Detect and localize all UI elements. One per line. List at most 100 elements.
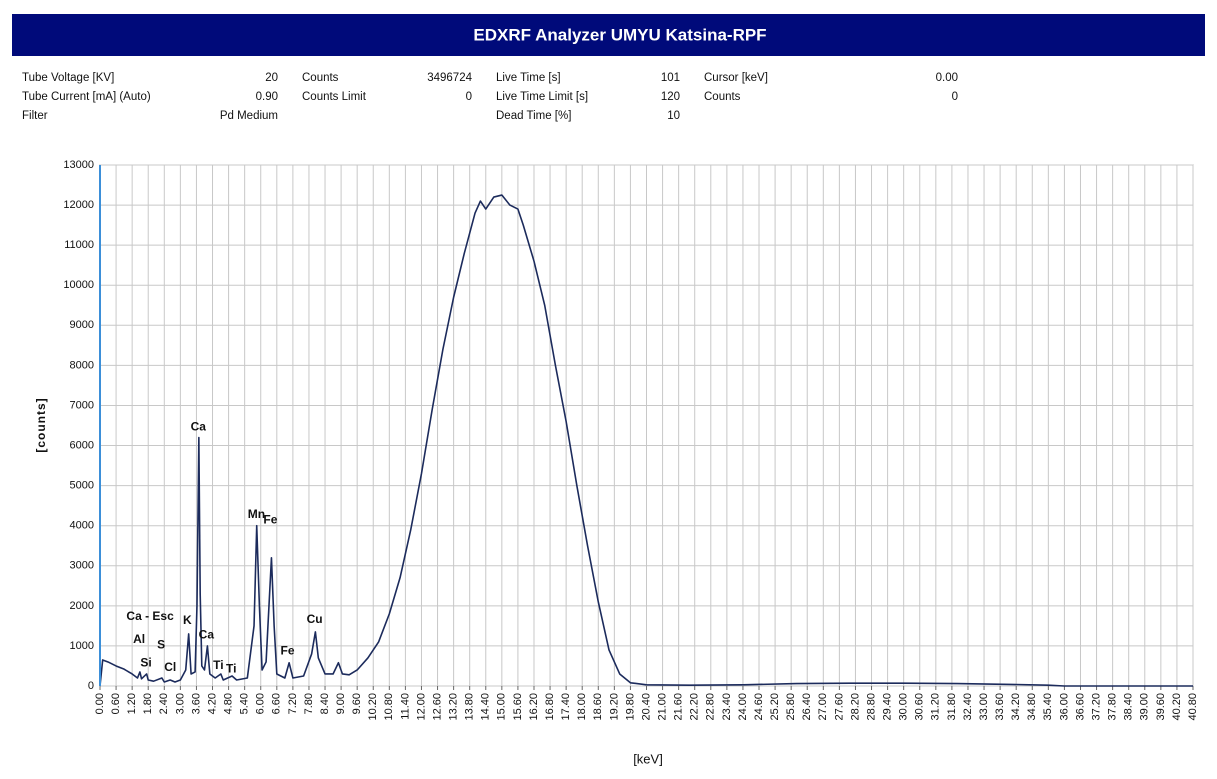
x-tick-label: 25.20 bbox=[769, 693, 781, 721]
info-label: Counts Limit bbox=[302, 91, 367, 103]
info-label: Dead Time [%] bbox=[496, 110, 571, 122]
x-tick-label: 19.80 bbox=[624, 693, 636, 721]
x-tick-label: 24.60 bbox=[753, 693, 765, 721]
peak-label: Fe bbox=[263, 512, 277, 526]
x-tick-label: 31.20 bbox=[930, 693, 942, 721]
x-tick-label: 7.80 bbox=[303, 693, 315, 714]
y-tick-label: 12000 bbox=[63, 199, 94, 211]
window-title: EDXRF Analyzer UMYU Katsina-RPF bbox=[473, 25, 766, 44]
x-tick-label: 34.80 bbox=[1026, 693, 1038, 721]
x-tick-label: 4.20 bbox=[206, 693, 218, 714]
info-label: Tube Voltage [KV] bbox=[22, 72, 114, 84]
info-label: Tube Current [mA] (Auto) bbox=[22, 91, 151, 103]
x-tick-label: 22.20 bbox=[689, 693, 701, 721]
x-tick-label: 40.20 bbox=[1171, 693, 1183, 721]
chart: 0 1000 2000 3000 4000 5000 6000 7000 8000 9000 100… bbox=[63, 159, 1199, 721]
x-tick-label: 12.60 bbox=[431, 693, 443, 721]
x-tick-label: 15.00 bbox=[496, 693, 508, 721]
info-value: 0 bbox=[466, 91, 472, 103]
x-tick-label: 28.80 bbox=[865, 693, 877, 721]
x-tick-label: 1.80 bbox=[142, 693, 154, 714]
y-tick-label: 7000 bbox=[70, 399, 94, 411]
info-label: Live Time [s] bbox=[496, 72, 561, 84]
x-tick-label: 1.20 bbox=[126, 693, 138, 714]
x-tick-label: 0.60 bbox=[110, 693, 122, 714]
x-tick-label: 21.60 bbox=[673, 693, 685, 721]
peak-label: Ca bbox=[199, 627, 215, 641]
peak-label: Mn bbox=[248, 507, 265, 521]
info-label: Filter bbox=[22, 110, 48, 122]
x-tick-label: 16.80 bbox=[544, 693, 556, 721]
info-value: 3496724 bbox=[427, 72, 472, 84]
y-tick-label: 6000 bbox=[70, 439, 94, 451]
x-tick-label: 31.80 bbox=[946, 693, 958, 721]
info-value: 10 bbox=[667, 110, 680, 122]
y-tick-label: 2000 bbox=[70, 600, 94, 612]
info-label: Cursor [keV] bbox=[704, 72, 768, 84]
x-tick-label: 9.60 bbox=[351, 693, 363, 714]
x-tick-label: 7.20 bbox=[287, 693, 299, 714]
x-tick-label: 6.60 bbox=[271, 693, 283, 714]
x-tick-label: 8.40 bbox=[319, 693, 331, 714]
x-tick-label: 33.00 bbox=[978, 693, 990, 721]
info-value: 0.00 bbox=[936, 72, 958, 84]
x-tick-label: 34.20 bbox=[1010, 693, 1022, 721]
peak-label: Cu bbox=[307, 612, 323, 626]
x-tick-label: 28.20 bbox=[849, 693, 861, 721]
x-tick-label: 0.00 bbox=[94, 693, 106, 714]
x-tick-label: 25.80 bbox=[785, 693, 797, 721]
info-value: 20 bbox=[265, 72, 278, 84]
x-tick-label: 38.40 bbox=[1123, 693, 1135, 721]
info-label: Live Time Limit [s] bbox=[496, 91, 588, 103]
x-tick-label: 35.40 bbox=[1042, 693, 1054, 721]
x-tick-label: 5.40 bbox=[239, 693, 251, 714]
x-tick-label: 39.60 bbox=[1155, 693, 1167, 721]
x-tick-label: 17.40 bbox=[560, 693, 572, 721]
x-tick-label: 30.60 bbox=[914, 693, 926, 721]
spectrum-line bbox=[99, 194, 1193, 687]
x-tick-label: 2.40 bbox=[158, 693, 170, 714]
x-tick-label: 40.80 bbox=[1187, 693, 1199, 721]
peak-label: Ca bbox=[191, 419, 207, 433]
x-tick-label: 3.60 bbox=[190, 693, 202, 714]
x-tick-label: 13.20 bbox=[448, 693, 460, 721]
title-bar bbox=[12, 14, 1205, 56]
x-tick-label: 39.00 bbox=[1139, 693, 1151, 721]
y-tick-label: 13000 bbox=[63, 159, 94, 171]
x-tick-label: 4.80 bbox=[222, 693, 234, 714]
x-tick-label: 22.80 bbox=[705, 693, 717, 721]
info-value: 120 bbox=[661, 91, 680, 103]
x-tick-label: 13.80 bbox=[464, 693, 476, 721]
peak-label: Fe bbox=[281, 643, 295, 657]
x-tick-label: 21.00 bbox=[656, 693, 668, 721]
info-value: Pd Medium bbox=[220, 110, 278, 122]
x-tick-label: 27.00 bbox=[817, 693, 829, 721]
y-tick-label: 1000 bbox=[70, 640, 94, 652]
x-tick-label: 11.40 bbox=[399, 693, 411, 720]
peak-label: Ca - Esc bbox=[126, 609, 174, 623]
x-tick-label: 29.40 bbox=[882, 693, 894, 721]
x-tick-label: 9.00 bbox=[335, 693, 347, 714]
x-tick-label: 37.20 bbox=[1090, 693, 1102, 721]
x-tick-label: 20.40 bbox=[640, 693, 652, 721]
y-tick-label: 4000 bbox=[70, 520, 94, 532]
y-tick-label: 8000 bbox=[70, 359, 94, 371]
x-tick-label: 27.60 bbox=[833, 693, 845, 721]
x-tick-label: 6.00 bbox=[255, 693, 267, 714]
x-tick-label: 36.60 bbox=[1074, 693, 1086, 721]
peak-label: Si bbox=[140, 655, 151, 669]
grid bbox=[99, 164, 1194, 687]
peak-label: Al bbox=[133, 632, 145, 646]
x-tick-label: 14.40 bbox=[480, 693, 492, 721]
peak-label: Ti bbox=[213, 658, 223, 672]
info-label: Counts bbox=[302, 72, 339, 84]
x-tick-label: 3.00 bbox=[174, 693, 186, 714]
peak-label: Ti bbox=[226, 661, 236, 675]
x-tick-label: 33.60 bbox=[994, 693, 1006, 721]
info-label: Counts bbox=[704, 91, 741, 103]
x-tick-label: 24.00 bbox=[737, 693, 749, 721]
x-tick-label: 18.00 bbox=[576, 693, 588, 721]
peak-label: Cl bbox=[164, 660, 176, 674]
x-axis-label: [keV] bbox=[633, 751, 663, 766]
